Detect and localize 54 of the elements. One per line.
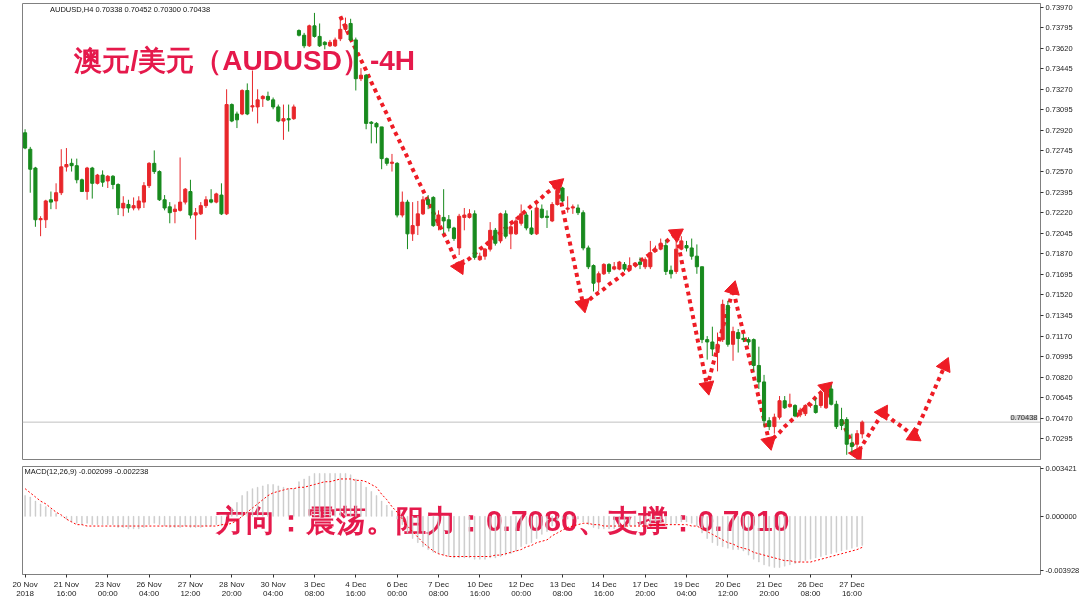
candlestick xyxy=(637,256,643,270)
candlestick xyxy=(240,88,245,116)
candlestick xyxy=(188,179,193,220)
candlestick xyxy=(85,166,90,201)
candlestick xyxy=(389,153,395,173)
x-tick-label: 10 Dec 16:00 xyxy=(467,579,493,598)
candlestick xyxy=(219,182,224,216)
candlestick xyxy=(281,104,286,141)
x-tick-label: 27 Dec 16:00 xyxy=(839,579,865,598)
candlestick xyxy=(503,209,508,240)
x-tick-label: 12 Dec 00:00 xyxy=(508,579,534,598)
candlestick xyxy=(544,209,550,229)
candlestick xyxy=(730,326,736,362)
point xyxy=(873,404,888,421)
x-tick-label: 13 Dec 08:00 xyxy=(549,579,576,598)
x-tick-label: 14 Dec 16:00 xyxy=(591,579,617,598)
candlestick xyxy=(90,166,95,200)
x-tick-label: 30 Nov 04:00 xyxy=(260,579,286,598)
x-tick-label: 4 Dec 16:00 xyxy=(345,579,367,598)
text: 澳元/美元（AUDUSD）-4H xyxy=(73,45,416,77)
candlestick xyxy=(121,195,126,217)
point xyxy=(450,259,465,276)
x-tick-label: 20 Nov 2018 xyxy=(12,579,38,598)
x-tick-label: 26 Nov 04:00 xyxy=(136,579,162,598)
point xyxy=(724,280,740,296)
candlestick xyxy=(400,191,405,218)
candlestick xyxy=(787,393,792,409)
line-series xyxy=(24,478,863,563)
annotation: 方向：震荡。阻力：0.7080、支撑：0.7010 xyxy=(214,504,790,537)
point xyxy=(905,426,922,442)
x-tick-label: 6 Dec 00:00 xyxy=(386,579,408,598)
x-tick-label: 17 Dec 20:00 xyxy=(632,579,658,598)
x-tick-label: 27 Nov 12:00 xyxy=(177,579,204,598)
point xyxy=(698,380,715,396)
x-tick-label: 23 Nov 00:00 xyxy=(95,579,121,598)
point xyxy=(667,228,684,243)
candlestick xyxy=(286,104,291,133)
x-tick-label: 28 Nov 20:00 xyxy=(219,579,245,598)
point xyxy=(760,435,777,451)
x-tick-label: 21 Dec 20:00 xyxy=(756,579,782,598)
x-tick-label: 26 Dec 08:00 xyxy=(797,579,824,598)
x-tick-label: 21 Nov 16:00 xyxy=(53,579,80,598)
candlestick xyxy=(245,82,250,116)
x-tick-label: 7 Dec 08:00 xyxy=(428,579,450,598)
x-tick-label: 3 Dec 08:00 xyxy=(304,579,326,598)
x-tick-label: 20 Dec 12:00 xyxy=(715,579,741,598)
candlestick xyxy=(715,332,720,372)
candlestick xyxy=(209,188,214,204)
x-tick-label: 19 Dec 04:00 xyxy=(673,579,700,598)
point xyxy=(574,298,591,314)
candlestick xyxy=(48,191,53,210)
candlestick xyxy=(436,209,441,231)
point xyxy=(935,357,951,373)
point xyxy=(847,445,863,460)
